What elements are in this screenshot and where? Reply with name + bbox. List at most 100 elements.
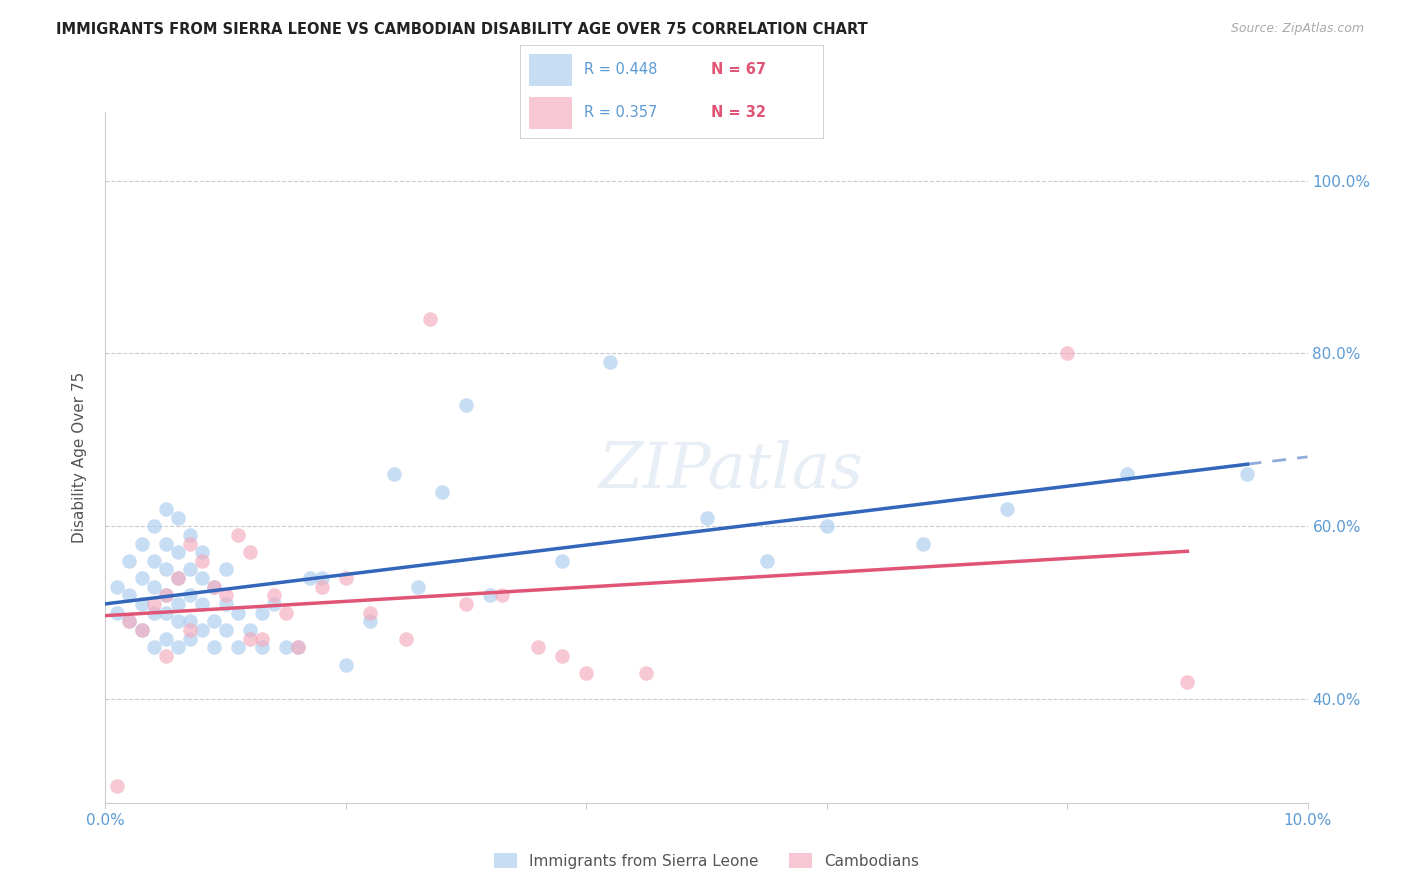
Point: [454, 597, 477, 611]
Point: [995, 502, 1018, 516]
Point: [226, 640, 249, 655]
Point: [406, 580, 429, 594]
Point: [155, 589, 177, 603]
Point: [491, 589, 513, 603]
Text: R = 0.357: R = 0.357: [583, 104, 657, 120]
Point: [202, 615, 225, 629]
Point: [107, 606, 129, 620]
Point: [287, 640, 309, 655]
Point: [263, 589, 285, 603]
Point: [239, 632, 262, 646]
Point: [239, 545, 262, 559]
Point: [226, 528, 249, 542]
Point: [214, 562, 236, 576]
Point: [250, 606, 273, 620]
Point: [551, 554, 574, 568]
Point: [335, 571, 357, 585]
Point: [250, 632, 273, 646]
Point: [118, 615, 141, 629]
Point: [636, 666, 658, 681]
Point: [131, 571, 153, 585]
Point: [166, 571, 188, 585]
Point: [179, 632, 201, 646]
Point: [190, 571, 212, 585]
Point: [142, 580, 165, 594]
Point: [142, 597, 165, 611]
Bar: [529, 97, 572, 129]
Point: [166, 571, 188, 585]
Point: [131, 623, 153, 637]
Point: [1056, 346, 1078, 360]
Point: [226, 606, 249, 620]
Point: [274, 640, 297, 655]
Point: [395, 632, 418, 646]
Point: [382, 467, 405, 482]
Point: [263, 597, 285, 611]
Point: [166, 510, 188, 524]
Point: [155, 589, 177, 603]
Point: [430, 484, 453, 499]
Point: [155, 536, 177, 550]
Point: [131, 623, 153, 637]
Point: [1236, 467, 1258, 482]
Point: [155, 502, 177, 516]
Point: [214, 589, 236, 603]
Point: [131, 597, 153, 611]
Legend: Immigrants from Sierra Leone, Cambodians: Immigrants from Sierra Leone, Cambodians: [488, 847, 925, 875]
Point: [155, 632, 177, 646]
Point: [166, 545, 188, 559]
Y-axis label: Disability Age Over 75: Disability Age Over 75: [72, 372, 87, 542]
Point: [142, 554, 165, 568]
Point: [131, 536, 153, 550]
Point: [419, 312, 441, 326]
Point: [1116, 467, 1139, 482]
Point: [179, 589, 201, 603]
Point: [479, 589, 502, 603]
Point: [118, 589, 141, 603]
Point: [214, 597, 236, 611]
Point: [599, 355, 621, 369]
Point: [551, 648, 574, 663]
Point: [527, 640, 550, 655]
Point: [166, 615, 188, 629]
Point: [166, 597, 188, 611]
Point: [142, 606, 165, 620]
Point: [359, 606, 381, 620]
Point: [239, 623, 262, 637]
Point: [155, 648, 177, 663]
Point: [202, 580, 225, 594]
Point: [190, 545, 212, 559]
Point: [166, 640, 188, 655]
Point: [142, 640, 165, 655]
Point: [107, 779, 129, 793]
Point: [575, 666, 598, 681]
Point: [118, 554, 141, 568]
Text: R = 0.448: R = 0.448: [583, 62, 657, 78]
Point: [1175, 674, 1198, 689]
Point: [179, 623, 201, 637]
Point: [454, 398, 477, 412]
Point: [298, 571, 321, 585]
Point: [250, 640, 273, 655]
Point: [190, 623, 212, 637]
Point: [107, 580, 129, 594]
Text: IMMIGRANTS FROM SIERRA LEONE VS CAMBODIAN DISABILITY AGE OVER 75 CORRELATION CHA: IMMIGRANTS FROM SIERRA LEONE VS CAMBODIA…: [56, 22, 868, 37]
Point: [202, 580, 225, 594]
Point: [118, 615, 141, 629]
Point: [311, 580, 333, 594]
Text: ZIPatlas: ZIPatlas: [598, 440, 863, 502]
Point: [202, 640, 225, 655]
Point: [190, 554, 212, 568]
Point: [815, 519, 838, 533]
Point: [214, 623, 236, 637]
Text: Source: ZipAtlas.com: Source: ZipAtlas.com: [1230, 22, 1364, 36]
Point: [190, 597, 212, 611]
Point: [155, 562, 177, 576]
Point: [179, 528, 201, 542]
Point: [311, 571, 333, 585]
Text: N = 67: N = 67: [710, 62, 766, 78]
Bar: [529, 54, 572, 86]
Point: [274, 606, 297, 620]
Point: [155, 606, 177, 620]
Point: [179, 562, 201, 576]
